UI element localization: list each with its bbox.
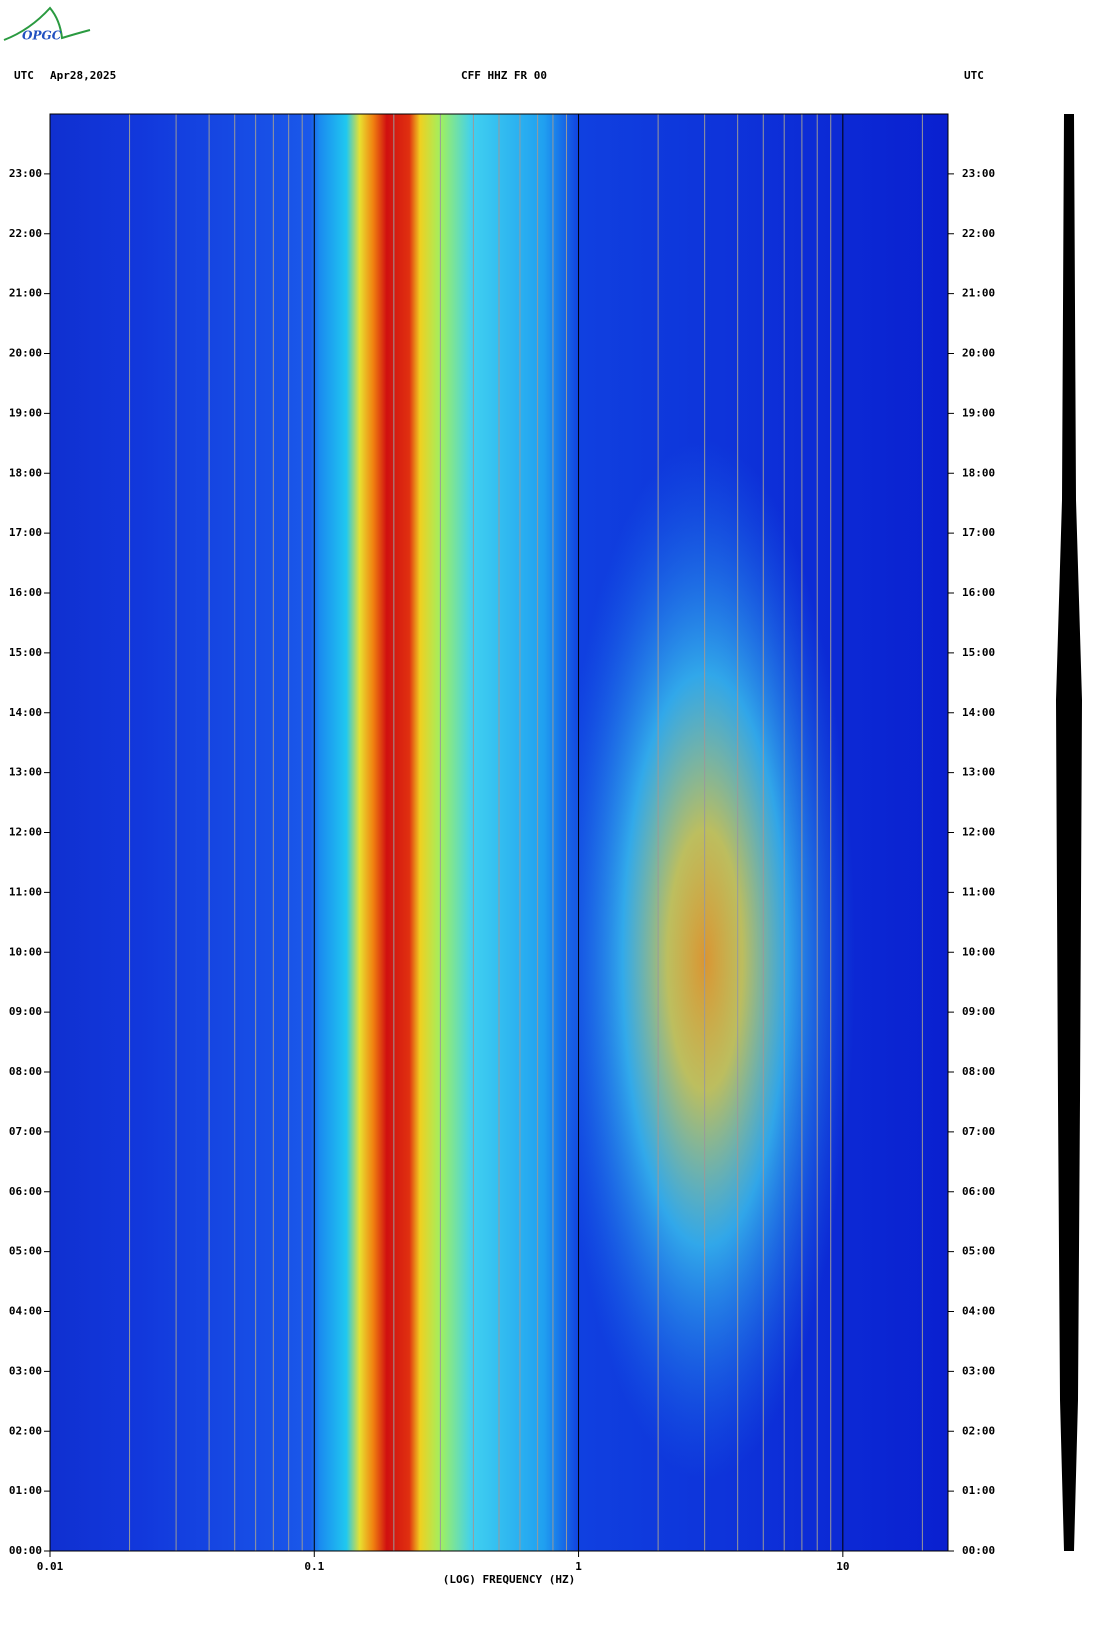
x-tick-label: 0.01 [37,1560,64,1573]
x-tick-label: 0.1 [304,1560,324,1573]
y-tick-label-left: 21:00 [9,287,42,300]
y-tick-label-left: 12:00 [9,826,42,839]
y-tick-label-right: 16:00 [962,586,995,599]
y-tick-label-left: 09:00 [9,1005,42,1018]
y-tick-label-left: 14:00 [9,706,42,719]
y-tick-label-right: 18:00 [962,466,995,479]
date: Apr28,2025 [50,69,116,82]
y-tick-label-right: 03:00 [962,1364,995,1377]
y-tick-label-left: 03:00 [9,1364,42,1377]
logo-text: OPGC [22,29,62,43]
plot-frame [49,113,949,1552]
y-tick-label-left: 04:00 [9,1305,42,1318]
y-tick-label-left: 20:00 [9,347,42,360]
y-tick-label-right: 17:00 [962,526,995,539]
y-tick-label-left: 23:00 [9,167,42,180]
y-tick-label-left: 15:00 [9,646,42,659]
y-tick-label-right: 01:00 [962,1484,995,1497]
y-tick-label-right: 04:00 [962,1305,995,1318]
y-tick-label-right: 10:00 [962,945,995,958]
y-tick-label-right: 05:00 [962,1245,995,1258]
y-tick-label-right: 00:00 [962,1544,995,1557]
y-tick-label-right: 02:00 [962,1424,995,1437]
logo: OPGC [3,6,91,43]
y-tick-label-left: 22:00 [9,227,42,240]
y-tick-label-right: 12:00 [962,826,995,839]
y-tick-label-right: 14:00 [962,706,995,719]
y-tick-label-right: 15:00 [962,646,995,659]
y-tick-label-right: 23:00 [962,167,995,180]
left-header: UTC [14,69,34,82]
y-tick-label-left: 17:00 [9,526,42,539]
y-tick-label-right: 08:00 [962,1065,995,1078]
x-tick-label: 1 [575,1560,582,1573]
seismogram [1056,114,1082,1551]
y-tick-label-right: 13:00 [962,766,995,779]
x-tick-label: 10 [836,1560,849,1573]
y-tick-label-left: 06:00 [9,1185,42,1198]
y-tick-label-left: 02:00 [9,1424,42,1437]
y-tick-label-left: 19:00 [9,406,42,419]
y-tick-label-left: 05:00 [9,1245,42,1258]
y-tick-label-right: 11:00 [962,885,995,898]
y-tick-label-left: 11:00 [9,885,42,898]
y-tick-label-right: 09:00 [962,1005,995,1018]
y-tick-label-right: 06:00 [962,1185,995,1198]
y-tick-label-right: 22:00 [962,227,995,240]
y-tick-label-left: 08:00 [9,1065,42,1078]
chart-title: CFF HHZ FR 00 [461,69,547,82]
y-tick-label-right: 19:00 [962,406,995,419]
x-axis-label: (LOG) FREQUENCY (HZ) [443,1573,575,1586]
y-tick-label-right: 21:00 [962,287,995,300]
y-tick-label-left: 16:00 [9,586,42,599]
y-tick-label-left: 18:00 [9,466,42,479]
right-header: UTC [964,69,984,82]
y-tick-label-left: 00:00 [9,1544,42,1557]
y-tick-label-left: 13:00 [9,766,42,779]
y-tick-label-right: 07:00 [962,1125,995,1138]
y-tick-label-right: 20:00 [962,347,995,360]
y-tick-label-left: 01:00 [9,1484,42,1497]
y-tick-label-left: 07:00 [9,1125,42,1138]
y-tick-label-left: 10:00 [9,945,42,958]
